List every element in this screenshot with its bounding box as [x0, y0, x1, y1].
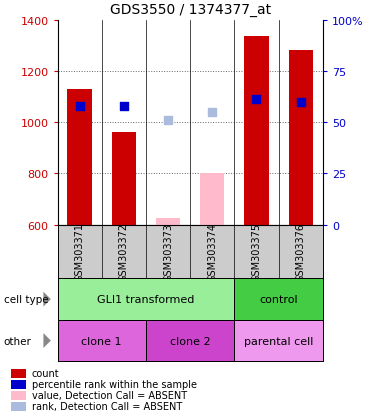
- Text: GSM303374: GSM303374: [207, 223, 217, 281]
- Text: rank, Detection Call = ABSENT: rank, Detection Call = ABSENT: [32, 401, 182, 411]
- Text: GLI1 transformed: GLI1 transformed: [97, 294, 195, 304]
- Title: GDS3550 / 1374377_at: GDS3550 / 1374377_at: [109, 3, 271, 17]
- Text: clone 1: clone 1: [82, 336, 122, 346]
- Text: value, Detection Call = ABSENT: value, Detection Call = ABSENT: [32, 390, 187, 400]
- Point: [121, 103, 127, 109]
- Point: [298, 99, 303, 106]
- Bar: [68, 90, 92, 225]
- Text: percentile rank within the sample: percentile rank within the sample: [32, 379, 197, 389]
- Bar: [11, 401, 26, 411]
- Text: GSM303376: GSM303376: [296, 223, 306, 281]
- Bar: [58, 320, 146, 361]
- Bar: [156, 219, 180, 225]
- Text: control: control: [259, 294, 298, 304]
- Bar: [234, 320, 323, 361]
- Text: parental cell: parental cell: [244, 336, 313, 346]
- Text: GSM303373: GSM303373: [163, 223, 173, 281]
- Text: GSM303372: GSM303372: [119, 223, 129, 281]
- Bar: [146, 320, 234, 361]
- Bar: [112, 133, 136, 225]
- Text: clone 2: clone 2: [170, 336, 210, 346]
- Point: [253, 97, 259, 103]
- Bar: [244, 37, 269, 225]
- Bar: [11, 380, 26, 389]
- Text: other: other: [4, 336, 32, 346]
- Bar: [58, 279, 234, 320]
- Point: [165, 117, 171, 123]
- Text: count: count: [32, 368, 59, 378]
- Point: [77, 103, 83, 109]
- Bar: [289, 51, 313, 225]
- Text: cell type: cell type: [4, 294, 48, 304]
- Bar: [200, 174, 224, 225]
- Text: GSM303375: GSM303375: [252, 223, 262, 281]
- Point: [209, 110, 215, 116]
- Bar: [11, 391, 26, 400]
- Bar: [11, 369, 26, 378]
- Text: GSM303371: GSM303371: [75, 223, 85, 281]
- Bar: [234, 279, 323, 320]
